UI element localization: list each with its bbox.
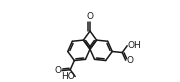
- Text: O: O: [126, 56, 133, 65]
- Text: OH: OH: [127, 41, 141, 50]
- Text: O: O: [87, 11, 93, 20]
- Text: HO: HO: [61, 72, 75, 81]
- Text: O: O: [55, 66, 61, 75]
